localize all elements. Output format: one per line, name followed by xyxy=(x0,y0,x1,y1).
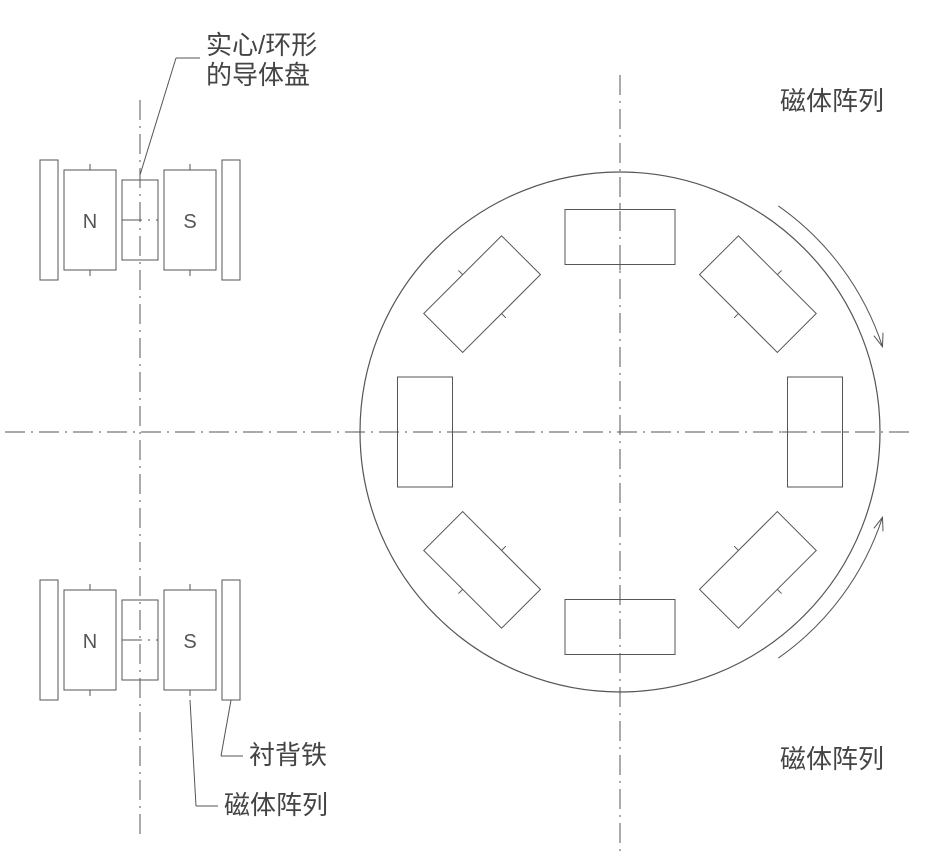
magnet xyxy=(695,232,820,357)
magnet xyxy=(420,507,545,632)
back-iron-left xyxy=(40,580,58,700)
magnet xyxy=(695,507,820,632)
label-conductor-disk-l1: 实心/环形 xyxy=(206,30,317,60)
rotation-arc-top xyxy=(778,206,882,347)
label-back-iron: 衬背铁 xyxy=(249,740,327,770)
back-iron-right xyxy=(222,580,240,700)
back-iron-right xyxy=(222,160,240,280)
diagram-root: NSNS实心/环形的导体盘衬背铁磁体阵列磁体阵列磁体阵列 xyxy=(0,0,925,865)
label-magnet-array-top: 磁体阵列 xyxy=(780,86,884,116)
rotation-arc-bottom xyxy=(778,517,882,658)
pole-label-S: S xyxy=(183,631,196,653)
label-magnet-array-left: 磁体阵列 xyxy=(224,790,328,820)
pole-label-N: N xyxy=(83,631,97,653)
magnet xyxy=(420,232,545,357)
label-conductor-disk-l2: 的导体盘 xyxy=(206,60,310,90)
back-iron-left xyxy=(40,160,58,280)
label-magnet-array-bottom: 磁体阵列 xyxy=(780,744,884,774)
pole-label-N: N xyxy=(83,211,97,233)
pole-label-S: S xyxy=(183,211,196,233)
